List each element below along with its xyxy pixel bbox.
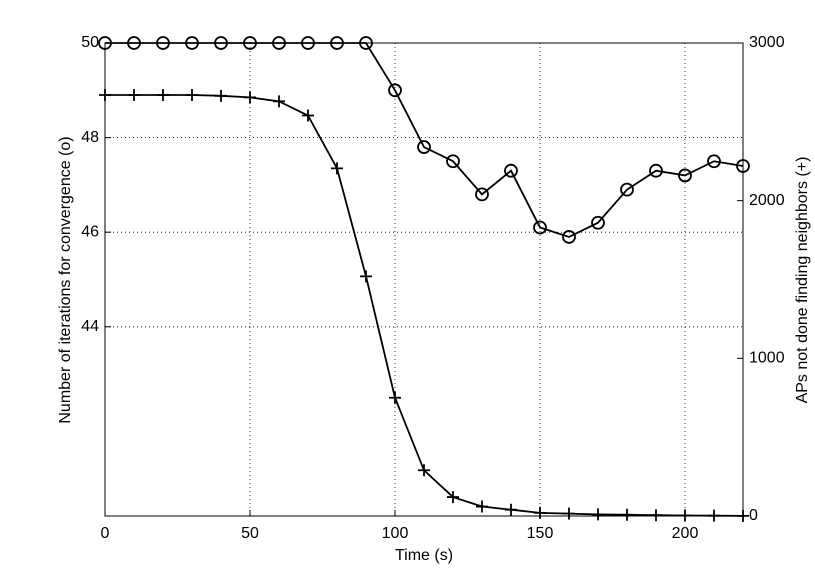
y-axis-label: Number of iterations for convergence (o) — [57, 136, 74, 423]
series-line — [105, 42, 744, 238]
y2-tick-label: 2000 — [749, 192, 785, 209]
x-tick-label: 100 — [382, 525, 409, 542]
y-tick-label: 50 — [81, 34, 99, 51]
marker-circle — [562, 230, 576, 244]
marker-plus — [708, 509, 720, 522]
marker-plus — [389, 391, 401, 404]
marker-circle — [185, 36, 199, 50]
x-tick-label: 50 — [241, 525, 259, 542]
marker-circle — [243, 36, 257, 50]
marker-circle — [678, 168, 692, 183]
y2-tick-label: 3000 — [749, 34, 785, 51]
marker-circle — [591, 215, 605, 230]
marker-circle — [301, 36, 315, 50]
marker-plus — [534, 506, 546, 519]
marker-circle — [156, 36, 170, 50]
marker-plus — [563, 507, 575, 520]
marker-plus — [302, 109, 314, 122]
x-tick-label: 150 — [527, 525, 554, 542]
marker-circle — [359, 36, 373, 50]
y2-tick-label: 1000 — [749, 350, 785, 367]
marker-plus — [621, 508, 633, 521]
marker-plus — [592, 508, 604, 521]
marker-plus — [360, 270, 372, 283]
y2-axis-label: APs not done finding neighbors (+) — [794, 157, 811, 404]
marker-circle — [127, 36, 141, 50]
marker-circle — [98, 36, 112, 50]
marker-circle — [330, 36, 344, 50]
y2-tick-label: 0 — [749, 507, 758, 524]
marker-circle — [504, 163, 518, 178]
marker-plus — [447, 491, 459, 504]
x-axis-label: Time (s) — [395, 547, 453, 564]
marker-circle — [214, 36, 228, 50]
marker-circle — [620, 182, 634, 197]
marker-circle — [446, 154, 460, 169]
y-tick-label: 48 — [81, 129, 99, 146]
marker-plus — [215, 89, 227, 102]
marker-plus — [331, 162, 343, 175]
marker-circle — [272, 36, 286, 50]
marker-plus — [737, 509, 749, 522]
marker-circle — [533, 220, 547, 235]
marker-plus — [650, 509, 662, 522]
marker-circle — [475, 187, 489, 202]
y-tick-label: 44 — [81, 318, 99, 335]
marker-plus — [505, 503, 517, 516]
marker-circle — [707, 154, 721, 169]
plot-frame — [104, 42, 744, 517]
marker-plus — [128, 89, 140, 102]
marker-plus — [99, 89, 111, 102]
marker-plus — [418, 464, 430, 477]
marker-circle — [736, 159, 750, 173]
y-tick-label: 46 — [81, 223, 99, 240]
x-tick-label: 0 — [101, 525, 110, 542]
marker-plus — [679, 509, 691, 522]
marker-plus — [273, 95, 285, 108]
marker-circle — [417, 140, 431, 154]
marker-circle — [649, 163, 663, 178]
marker-plus — [186, 89, 198, 102]
marker-plus — [476, 500, 488, 513]
marker-plus — [157, 89, 169, 102]
marker-plus — [244, 91, 256, 104]
series-line — [105, 94, 744, 517]
marker-circle — [388, 83, 402, 98]
x-tick-label: 200 — [672, 525, 699, 542]
